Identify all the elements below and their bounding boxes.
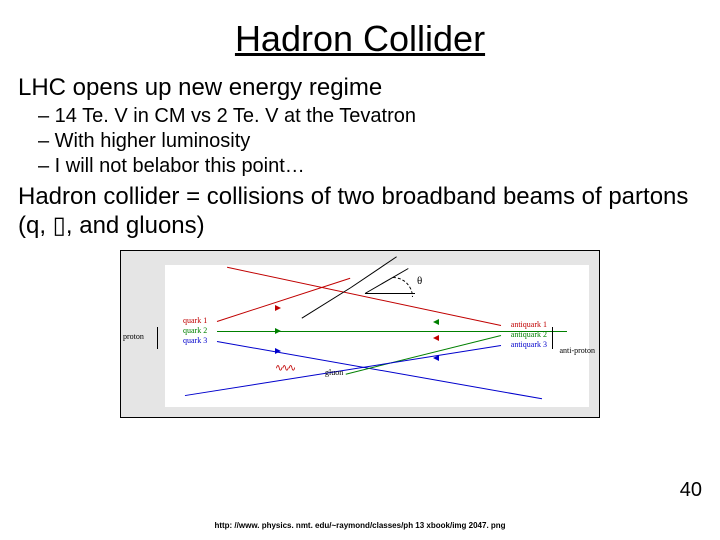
label-quark1: quark 1 [183, 317, 207, 326]
label-aq2: antiquark 2 [511, 331, 547, 340]
parton-diagram: proton quark 1 quark 2 quark 3 anti-prot… [120, 250, 600, 418]
diagram-canvas: proton quark 1 quark 2 quark 3 anti-prot… [165, 265, 589, 407]
label-aq1: antiquark 1 [511, 321, 547, 330]
label-gluon: gluon [325, 369, 343, 378]
quark2-arrow [275, 328, 281, 334]
aq1-arrow [433, 335, 439, 341]
page-number: 40 [680, 479, 702, 502]
footer-url: http: //www. physics. nmt. edu/~raymond/… [0, 521, 720, 530]
quark3-line [217, 341, 542, 399]
bullet-main-2: Hadron collider = collisions of two broa… [0, 179, 720, 242]
aq2-arrow [433, 319, 439, 325]
label-antiproton: anti-proton [559, 347, 595, 356]
bullet-sub-1: – 14 Te. V in CM vs 2 Te. V at the Tevat… [0, 104, 720, 129]
quark1-arrow [275, 305, 281, 311]
scatter-1 [351, 256, 397, 288]
label-quark3: quark 3 [183, 337, 207, 346]
bullet-sub-3: – I will not belabor this point… [0, 154, 720, 179]
quark3-arrow [275, 348, 281, 354]
gluon-squiggle: ∿∿∿ [275, 363, 294, 374]
angle-arc [393, 277, 413, 297]
label-quark2: quark 2 [183, 327, 207, 336]
proton-bracket [157, 327, 158, 349]
bullet-main-1: LHC opens up new energy regime [0, 70, 720, 104]
aq2-line [346, 335, 501, 375]
label-aq3: antiquark 3 [511, 341, 547, 350]
label-proton: proton [123, 333, 144, 342]
aq3-arrow [433, 355, 439, 361]
antiproton-bracket [552, 327, 553, 349]
slide-title: Hadron Collider [0, 0, 720, 70]
label-theta: θ [417, 275, 422, 287]
bullet-sub-2: – With higher luminosity [0, 129, 720, 154]
aq1-line [227, 267, 501, 326]
